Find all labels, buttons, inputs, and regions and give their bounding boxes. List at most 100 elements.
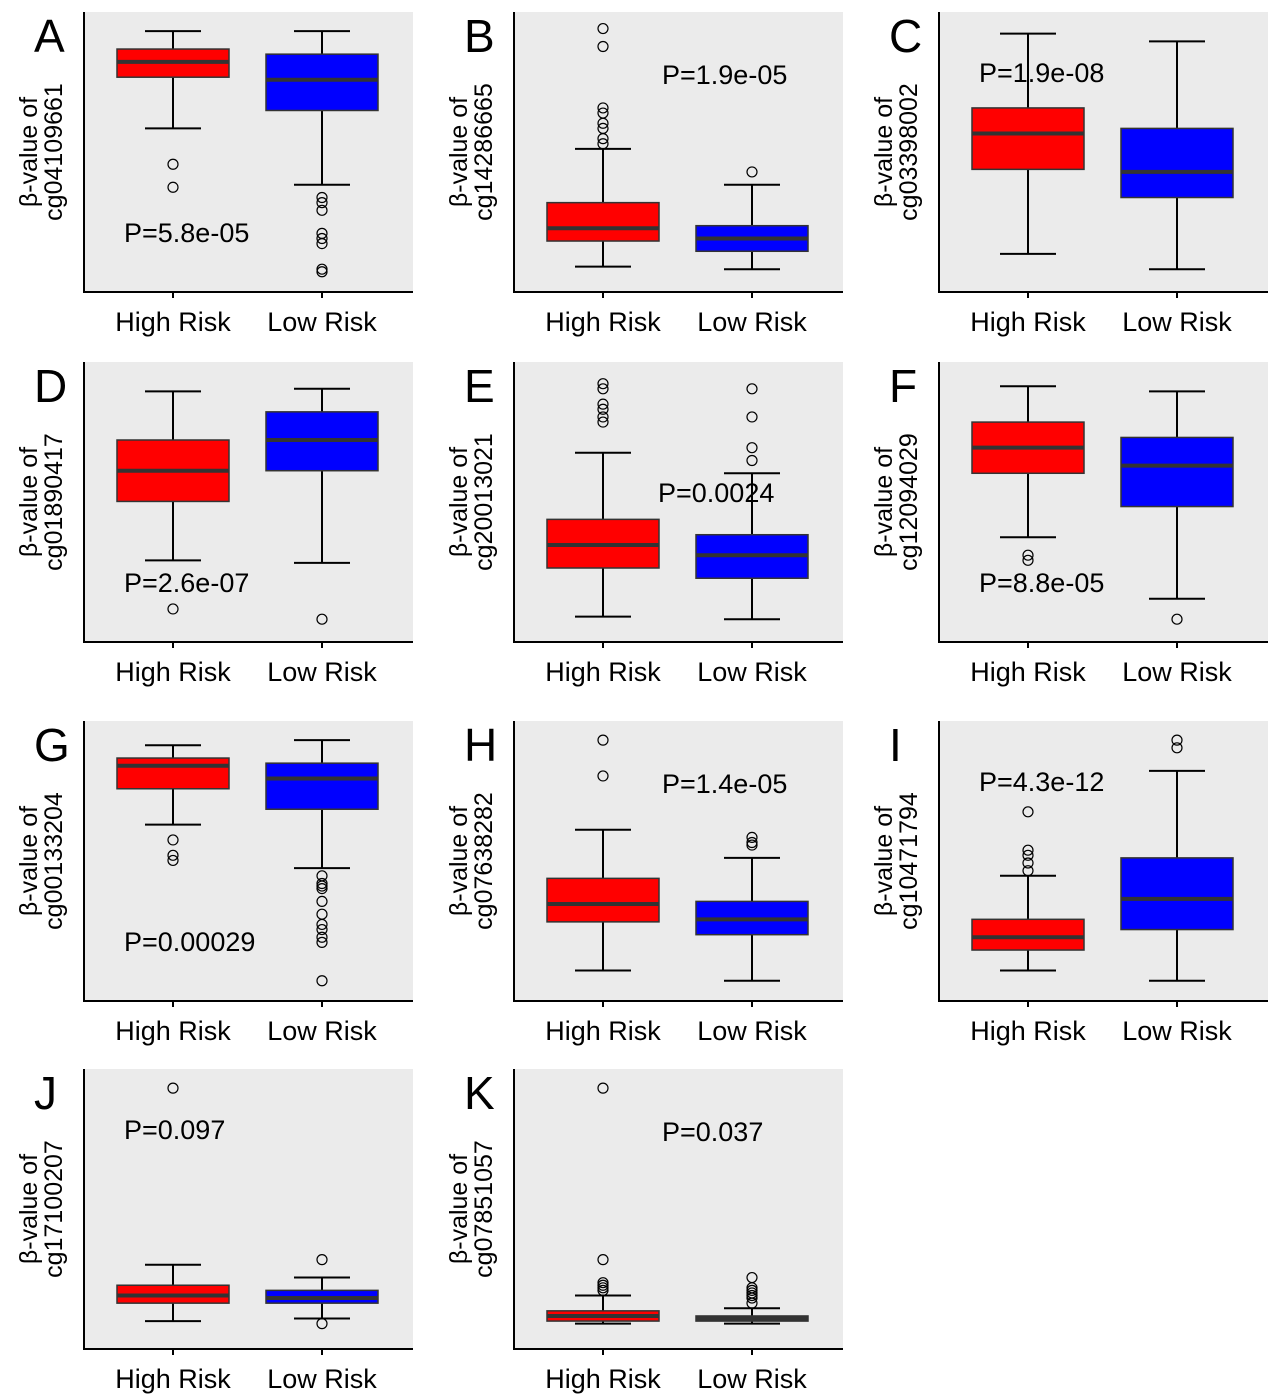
x-tick-label: High Risk xyxy=(970,657,1086,687)
p-value-label: P=0.037 xyxy=(662,1117,763,1147)
outlier-point xyxy=(316,613,328,625)
outlier-point xyxy=(1022,857,1034,869)
outlier-point xyxy=(746,442,758,454)
outlier-point xyxy=(316,975,328,987)
p-value-label: P=1.4e-05 xyxy=(662,769,787,799)
iqr-box xyxy=(546,201,660,242)
box-high-risk xyxy=(116,30,230,193)
y-axis-label: β-value ofcg01890417 xyxy=(15,433,68,571)
box-low-risk xyxy=(265,30,379,278)
x-tick-label: High Risk xyxy=(115,1016,231,1046)
x-tick-label: Low Risk xyxy=(267,657,377,687)
outlier-point xyxy=(597,1282,609,1294)
iqr-box xyxy=(1120,436,1234,508)
outlier-point xyxy=(597,40,609,53)
outlier-point xyxy=(746,1297,758,1309)
x-tick-label: Low Risk xyxy=(267,307,377,337)
panel-letter: A xyxy=(34,10,65,62)
y-axis-label-line2: cg00133204 xyxy=(40,792,68,930)
p-value-label: P=4.3e-12 xyxy=(979,767,1104,797)
iqr-box xyxy=(1120,127,1234,199)
panel-letter: H xyxy=(464,719,497,771)
y-axis-label-line1: β-value of xyxy=(445,97,473,207)
y-axis-label-line2: cg04109661 xyxy=(40,83,68,221)
y-axis-label-line1: β-value of xyxy=(445,806,473,916)
outlier-point xyxy=(597,1279,609,1291)
box-high-risk xyxy=(546,22,660,268)
panel-c: High Risk Low Risk Cβ-value ofcg03398002 P=… xyxy=(870,10,1268,337)
outlier-point xyxy=(597,378,609,390)
y-axis-label-line2: cg01890417 xyxy=(40,433,68,571)
box-high-risk xyxy=(971,806,1085,972)
p-value-label: P=0.0024 xyxy=(658,478,774,508)
outlier-point xyxy=(1022,806,1034,818)
iqr-box xyxy=(265,762,379,810)
outlier-point xyxy=(316,880,328,892)
outlier-point xyxy=(1171,742,1183,754)
x-tick-label: Low Risk xyxy=(697,1016,807,1046)
y-axis-label-line1: β-value of xyxy=(15,806,43,916)
y-axis-label-line2: cg12094029 xyxy=(895,433,923,571)
y-axis-label-line2: cg17100207 xyxy=(40,1140,68,1278)
box-high-risk xyxy=(116,1082,230,1323)
outlier-point xyxy=(316,923,328,936)
x-tick-label: High Risk xyxy=(115,1364,231,1394)
y-axis-label: β-value ofcg12094029 xyxy=(870,433,923,571)
p-value-label: P=2.6e-07 xyxy=(124,568,249,598)
outlier-point xyxy=(316,936,328,948)
outlier-point xyxy=(597,1082,609,1094)
outlier-point xyxy=(746,383,758,395)
outlier-point xyxy=(316,877,328,890)
box-high-risk xyxy=(116,390,230,615)
x-tick-label: High Risk xyxy=(545,1016,661,1046)
outlier-point xyxy=(167,849,179,861)
iqr-box xyxy=(265,53,379,112)
outlier-point xyxy=(316,263,328,275)
outlier-point xyxy=(597,411,609,423)
x-tick-label: High Risk xyxy=(115,657,231,687)
p-value-label: P=8.8e-05 xyxy=(979,568,1104,598)
y-axis-label: β-value ofcg14286665 xyxy=(445,83,498,221)
outlier-point xyxy=(316,238,328,250)
y-axis-label-line1: β-value of xyxy=(15,1154,43,1264)
outlier-point xyxy=(746,1284,758,1296)
outlier-point xyxy=(597,138,609,150)
panel-b: High Risk Low Risk Bβ-value ofcg14286665 P=… xyxy=(445,10,843,337)
panel-e: High Risk Low Risk Eβ-value ofcg20013021 P=… xyxy=(445,360,843,687)
box-low-risk xyxy=(1120,40,1234,271)
p-value-label: P=5.8e-05 xyxy=(124,218,249,248)
box-high-risk xyxy=(971,385,1085,566)
iqr-box xyxy=(971,918,1085,951)
panel-letter: E xyxy=(464,360,495,412)
x-tick-label: High Risk xyxy=(545,307,661,337)
box-low-risk xyxy=(1120,734,1234,982)
panel-g: High Risk Low Risk Gβ-value ofcg00133204 P=… xyxy=(15,719,413,1046)
y-axis-label-line1: β-value of xyxy=(15,447,43,557)
iqr-box xyxy=(1120,857,1234,931)
outlier-point xyxy=(1022,865,1034,877)
outlier-point xyxy=(746,166,758,178)
panel-d: High Risk Low Risk Dβ-value ofcg01890417 P=… xyxy=(15,360,413,687)
p-value-label: P=0.00029 xyxy=(124,927,255,957)
outlier-point xyxy=(597,133,609,145)
box-low-risk xyxy=(695,1271,809,1325)
box-high-risk xyxy=(971,32,1085,255)
y-axis-label: β-value ofcg17100207 xyxy=(15,1140,68,1278)
x-tick-label: High Risk xyxy=(115,307,231,337)
box-low-risk xyxy=(265,1254,379,1330)
outlier-point xyxy=(746,454,758,467)
outlier-point xyxy=(1022,849,1034,861)
panel-letter: K xyxy=(464,1067,495,1119)
outlier-point xyxy=(1171,734,1183,746)
y-axis-label-line2: cg07851057 xyxy=(470,1140,498,1278)
outlier-point xyxy=(167,834,179,846)
y-axis-label: β-value ofcg07638282 xyxy=(445,792,498,930)
x-tick-label: Low Risk xyxy=(697,657,807,687)
plot-background xyxy=(514,1069,843,1349)
outlier-point xyxy=(597,1254,609,1266)
outlier-point xyxy=(746,1289,758,1302)
x-tick-label: Low Risk xyxy=(1122,307,1232,337)
outlier-point xyxy=(167,181,179,193)
y-axis-label: β-value ofcg04109661 xyxy=(15,83,68,221)
